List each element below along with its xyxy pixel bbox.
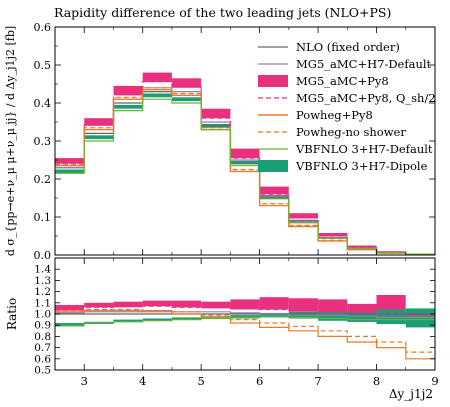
x-tick-label: 9	[431, 374, 438, 388]
main-series-mg5-amc-py8-q-sh-2-line	[55, 81, 435, 255]
legend-swatch	[258, 75, 288, 87]
ratio-series-mg5-amc-py8-band-bin	[288, 298, 318, 312]
main-series-mg5-amc-py8-band-bin	[84, 118, 114, 126]
ratio-series-mg5-amc-py8-band-bin	[171, 300, 202, 308]
ratio-series-vbfnlo-3-h7-dipole-band-bin	[113, 319, 143, 322]
ratio-y-tick-label: 1.4	[34, 264, 51, 276]
x-ticks: 3 4 5 6 7 8 9	[54, 27, 439, 388]
main-series-vbfnlo-3-h7-dipole-band-bin	[142, 93, 172, 98]
chart-title: Rapidity difference of the two leading j…	[54, 5, 391, 20]
x-tick-label: 8	[373, 374, 380, 388]
ratio-y-tick-label: 0.8	[34, 331, 51, 343]
legend-entry-powheg-py8: Powheg+Py8	[258, 108, 373, 122]
main-series-vbfnlo-3-h7-dipole-band-bin	[55, 169, 85, 174]
main-series-mg5-amc-py8-band-bin	[288, 213, 318, 219]
ratio-y-axis-label: Ratio	[5, 298, 19, 330]
legend-entry-vbfnlo-3-h7-dipole: VBFNLO 3+H7-Dipole	[258, 159, 428, 173]
legend-label: Powheg-no shower	[296, 125, 406, 139]
ratio-series-vbfnlo-3-h7-dipole-band-bin	[171, 317, 202, 320]
ratio-series-mg5-amc-py8-band-bin	[142, 300, 172, 307]
main-y-tick-label: 0.4	[34, 97, 52, 110]
main-series-vbfnlo-3-h7-dipole-band-bin	[113, 104, 143, 109]
main-series-mg5-amc-py8-band-bin	[201, 108, 231, 119]
x-tick-label: 5	[197, 374, 204, 388]
legend-entry-mg5-amc-py8-q-sh-2: MG5_aMC+Py8, Q_sh/2	[258, 91, 436, 105]
ratio-series-group	[55, 295, 435, 360]
legend-label: VBFNLO 3+H7-Dipole	[295, 159, 428, 173]
ratio-y-tick-label: 1.3	[34, 275, 51, 287]
main-series-mg5-amc-py8-band-bin	[347, 245, 377, 248]
ratio-y-tick-label: 0.5	[34, 365, 51, 377]
ratio-y-tick-label: 0.7	[34, 342, 51, 354]
ratio-series-mg5-amc-py8-band-bin	[84, 302, 114, 308]
legend-entry-mg5-amc-h7-default: MG5_aMC+H7-Default	[258, 57, 432, 71]
main-series-mg5-amc-py8-band-bin	[113, 85, 143, 96]
ratio-series-vbfnlo-3-h7-dipole-band-bin	[142, 318, 172, 321]
legend-entry-powheg-no-shower: Powheg-no shower	[258, 125, 406, 139]
main-y-tick-label: 0.3	[34, 135, 52, 148]
ratio-y-tick-label: 1.1	[34, 297, 51, 309]
legend-entry-nlo-fixed-order: NLO (fixed order)	[258, 40, 400, 54]
ratio-series-powheg-no-shower-line	[55, 308, 435, 353]
ratio-series-mg5-amc-py8-band-bin	[230, 299, 260, 310]
x-tick-label: 4	[139, 374, 146, 388]
legend-label: MG5_aMC+H7-Default	[296, 57, 432, 71]
main-series-vbfnlo-3-h7-default-line	[55, 98, 435, 255]
ratio-series-mg5-amc-h7-default-line	[55, 310, 435, 318]
x-tick-label: 7	[314, 374, 321, 388]
legend: NLO (fixed order) MG5_aMC+H7-Default MG5_a…	[258, 40, 436, 173]
main-series-mg5-amc-py8-band-bin	[318, 233, 348, 236]
ratio-panel: 0.50.60.70.80.91.01.11.21.31.4	[34, 257, 436, 377]
ratio-series-mg5-amc-py8-band-bin	[201, 301, 231, 309]
ratio-y-tick-label: 1.2	[34, 286, 51, 298]
ratio-y-tick-label: 0.6	[34, 353, 51, 365]
main-series-mg5-amc-py8-band-bin	[171, 78, 202, 88]
main-y-ticks: 0.0 0.1 0.2 0.3 0.4 0.5 0.6	[34, 21, 435, 262]
legend-label: VBFNLO 3+H7-Default	[295, 142, 433, 156]
main-y-tick-label: 0.0	[34, 249, 52, 262]
ratio-plot-frame	[54, 257, 436, 371]
main-y-axis-label: d σ_{pp→e+ν_μ μ+ν_μ jj} / d Δy_j1j2 [fb]	[4, 26, 17, 256]
legend-entry-mg5-amc-py8: MG5_aMC+Py8	[258, 74, 389, 88]
main-series-vbfnlo-3-h7-dipole-band-bin	[230, 160, 260, 164]
legend-label: MG5_aMC+Py8	[296, 74, 389, 88]
ratio-series-vbfnlo-3-h7-dipole-band-bin	[318, 311, 348, 321]
ratio-y-ticks: 0.50.60.70.80.91.01.11.21.31.4	[34, 264, 435, 377]
main-series-mg5-amc-py8-band-bin	[230, 148, 260, 159]
legend-label: NLO (fixed order)	[296, 40, 400, 54]
main-plot-frame	[54, 26, 436, 256]
ratio-series-mg5-amc-py8-band-bin	[318, 299, 348, 313]
main-y-tick-label: 0.1	[34, 211, 52, 224]
main-y-tick-label: 0.6	[34, 21, 52, 34]
main-series-vbfnlo-3-h7-dipole-band-bin	[84, 135, 114, 140]
legend-label: Powheg+Py8	[296, 108, 373, 122]
legend-entry-vbfnlo-3-h7-default: VBFNLO 3+H7-Default	[258, 142, 433, 156]
main-panel: 0.0 0.1 0.2 0.3 0.4 0.5 0.6	[34, 21, 436, 262]
ratio-series-vbfnlo-3-h7-dipole-band-bin	[259, 312, 289, 318]
x-tick-label: 3	[81, 374, 88, 388]
main-series-mg5-amc-py8-band-bin	[259, 186, 289, 195]
main-y-tick-label: 0.5	[34, 59, 52, 72]
ratio-series-mg5-amc-py8-band-bin	[259, 297, 289, 310]
ratio-y-tick-label: 1.0	[34, 309, 51, 321]
main-series-powheg-no-shower-line	[55, 87, 435, 256]
ratio-series-mg5-amc-py8-band-bin	[55, 305, 85, 311]
main-y-tick-label: 0.2	[34, 173, 52, 186]
ratio-y-tick-label: 0.9	[34, 320, 51, 332]
main-series-group	[55, 72, 435, 256]
x-axis-label: Δy_j1j2	[389, 387, 433, 401]
ratio-series-vbfnlo-3-h7-default-line	[55, 315, 435, 326]
legend-swatch	[258, 160, 288, 172]
legend-label: MG5_aMC+Py8, Q_sh/2	[296, 91, 436, 105]
main-series-mg5-amc-py8-band-bin	[55, 158, 85, 164]
main-series-vbfnlo-3-h7-dipole-band-bin	[171, 97, 202, 102]
ratio-series-mg5-amc-py8-band-bin	[113, 301, 143, 308]
x-tick-label: 6	[256, 374, 263, 388]
main-series-mg5-amc-py8-band-bin	[142, 72, 172, 83]
ratio-series-vbfnlo-3-h7-dipole-band-bin	[347, 311, 377, 322]
ratio-series-mg5-amc-py8-q-sh-2-line	[55, 305, 435, 316]
